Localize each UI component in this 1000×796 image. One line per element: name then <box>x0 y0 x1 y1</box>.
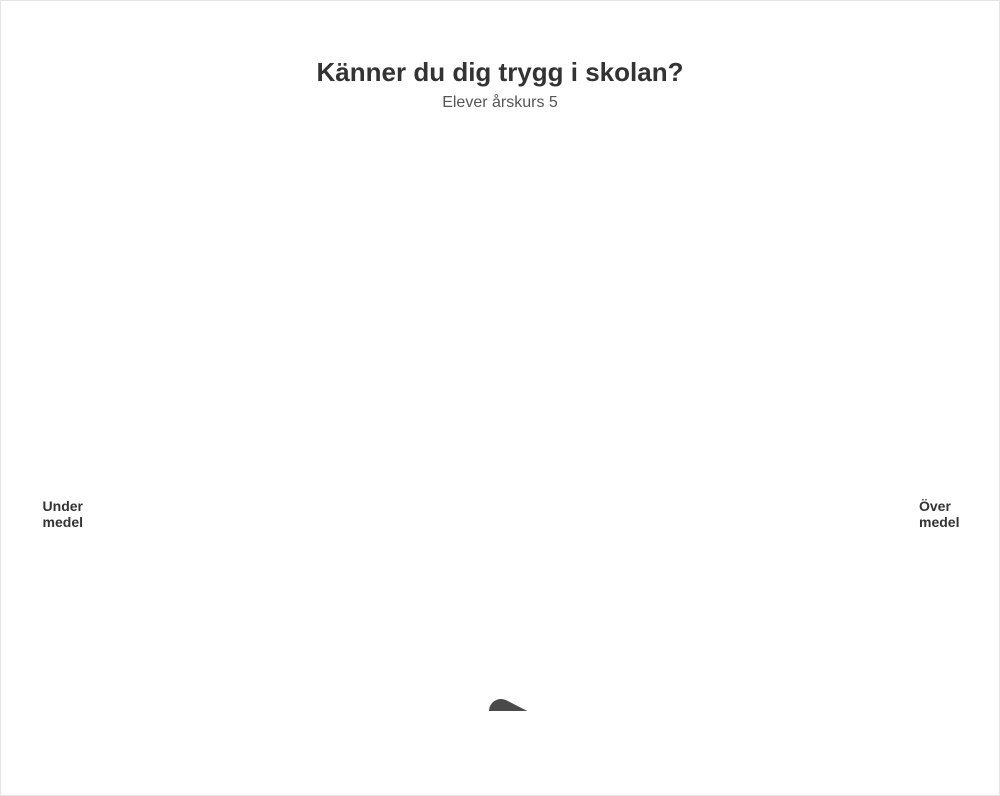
chart-title: Känner du dig trygg i skolan? <box>1 57 999 88</box>
gauge-segment-label-2: Övermedel <box>919 498 959 530</box>
gauge-chart: UndermedelMedelÖvermedel <box>1 151 1000 711</box>
gauge-segment-label-0: Undermedel <box>43 498 84 530</box>
title-block: Känner du dig trygg i skolan? Elever års… <box>1 57 999 112</box>
chart-subtitle: Elever årskurs 5 <box>1 94 999 112</box>
gauge-needle <box>489 699 827 711</box>
chart-frame: Känner du dig trygg i skolan? Elever års… <box>0 0 1000 796</box>
gauge-container: UndermedelMedelÖvermedel <box>1 151 999 711</box>
